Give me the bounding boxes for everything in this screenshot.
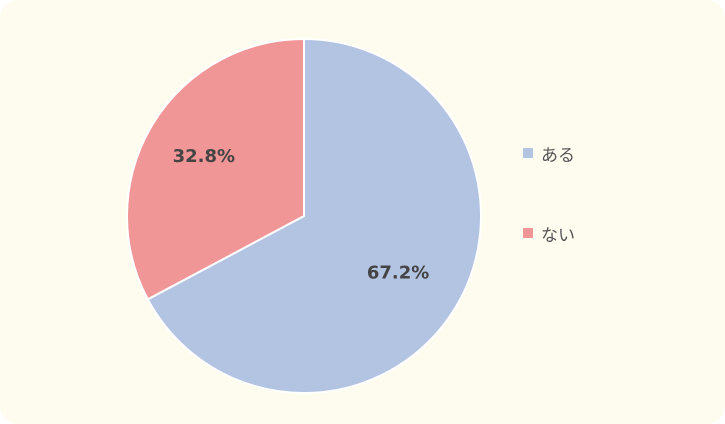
legend-swatch-2 <box>523 228 533 238</box>
legend-item-2: ない <box>523 223 575 246</box>
legend-label-1: ある <box>541 145 575 166</box>
legend-label-2: ない <box>541 225 575 246</box>
pie-slice-2 <box>126 37 305 301</box>
slice-value-label-1: 67.2% <box>367 262 429 283</box>
legend-swatch-1 <box>523 148 533 158</box>
slice-value-label-2: 32.8% <box>173 146 235 167</box>
legend-item-1: ある <box>523 143 575 166</box>
pie-slice-1 <box>146 37 482 394</box>
legend: ある ない <box>523 143 575 303</box>
